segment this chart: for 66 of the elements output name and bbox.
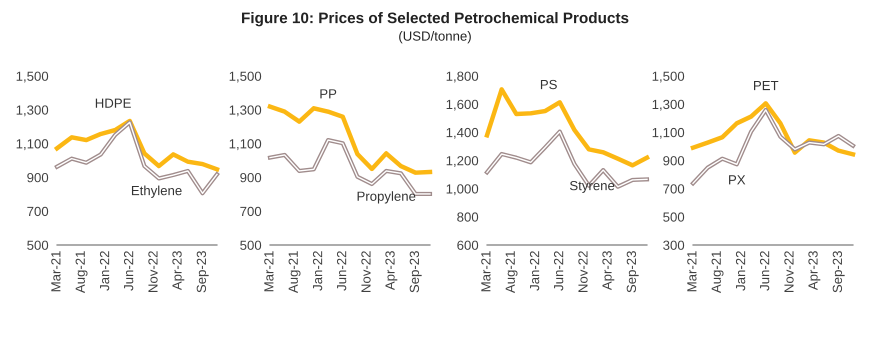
series-label: PX bbox=[729, 175, 746, 184]
series-label: Styrene bbox=[570, 180, 614, 193]
x-tick-label: Sep-23 bbox=[410, 251, 422, 292]
x-tick-label: Jan-22 bbox=[736, 251, 746, 291]
series-label: Ethylene bbox=[132, 186, 182, 198]
x-tick-label: Jun-22 bbox=[336, 251, 346, 291]
y-tick-label: 1,200 bbox=[446, 156, 478, 167]
x-tick-label: Apr-23 bbox=[172, 251, 184, 290]
x-tick-label: Jun-22 bbox=[124, 251, 134, 291]
x-tick-label: Nov-22 bbox=[578, 251, 588, 292]
y-tick-label: 600 bbox=[457, 240, 478, 250]
y-tick-label: 700 bbox=[240, 206, 262, 216]
y-tick-label: 800 bbox=[457, 212, 478, 222]
x-tick-label: Nov-22 bbox=[148, 251, 158, 292]
y-tick-label: 1,100 bbox=[16, 139, 48, 150]
y-tick-label: 1,500 bbox=[652, 72, 684, 82]
x-tick-label: Mar-21 bbox=[687, 251, 697, 292]
y-tick-label: 1,300 bbox=[230, 105, 262, 116]
x-tick-label: Nov-22 bbox=[784, 251, 794, 292]
y-tick-label: 900 bbox=[663, 156, 684, 166]
y-tick-label: 1,100 bbox=[652, 128, 684, 139]
x-tick-label: Aug-21 bbox=[712, 251, 724, 294]
y-tick-label: 1,600 bbox=[446, 100, 478, 111]
x-tick-label: Jan-22 bbox=[100, 251, 110, 291]
y-tick-label: 700 bbox=[663, 184, 684, 194]
x-tick-label: Sep-23 bbox=[196, 251, 209, 292]
x-tick-label: Aug-21 bbox=[288, 251, 301, 294]
y-tick-label: 1,500 bbox=[230, 72, 262, 82]
y-tick-label: 500 bbox=[663, 212, 684, 222]
x-tick-label: Jan-22 bbox=[530, 251, 540, 291]
x-tick-label: Jun-22 bbox=[554, 251, 564, 291]
y-tick-label: 500 bbox=[27, 240, 48, 250]
series-label: PET bbox=[754, 80, 778, 90]
x-tick-label: Mar-21 bbox=[51, 251, 61, 292]
x-tick-label: Jun-22 bbox=[760, 251, 770, 291]
y-tick-label: 1,000 bbox=[446, 184, 478, 196]
x-tick-label: Nov-22 bbox=[361, 251, 371, 292]
y-tick-label: 1,400 bbox=[446, 128, 478, 139]
line-series bbox=[690, 108, 856, 186]
y-tick-label: 1,300 bbox=[16, 105, 48, 116]
x-tick-label: Apr-23 bbox=[808, 251, 820, 290]
series-label: HDPE bbox=[96, 98, 131, 108]
y-tick-label: 900 bbox=[27, 172, 48, 182]
text: (USD/tonne) bbox=[399, 31, 471, 44]
x-tick-label: Sep-23 bbox=[832, 251, 845, 292]
series-label: PS bbox=[540, 80, 557, 90]
x-tick-label: Sep-23 bbox=[626, 251, 639, 292]
y-tick-label: 1,500 bbox=[16, 72, 48, 82]
x-tick-label: Mar-21 bbox=[264, 251, 274, 292]
x-tick-label: Aug-21 bbox=[506, 251, 518, 294]
y-tick-label: 500 bbox=[240, 240, 262, 250]
x-tick-label: Apr-23 bbox=[602, 251, 614, 290]
y-tick-label: 900 bbox=[240, 172, 262, 182]
line-series bbox=[268, 104, 432, 175]
text: Figure 10: Prices of Selected Petrochemical Products bbox=[242, 12, 628, 26]
y-tick-label: 700 bbox=[27, 206, 48, 216]
x-tick-label: Jan-22 bbox=[312, 251, 322, 291]
x-tick-label: Apr-23 bbox=[385, 251, 398, 290]
x-tick-label: Aug-21 bbox=[76, 251, 88, 294]
x-tick-label: Mar-21 bbox=[481, 251, 491, 292]
series-label: PP bbox=[320, 89, 336, 98]
y-tick-label: 1,100 bbox=[230, 139, 262, 150]
series-label: Propylene bbox=[358, 191, 416, 204]
y-tick-label: 1,800 bbox=[446, 72, 478, 82]
y-tick-label: 300 bbox=[663, 240, 684, 250]
y-tick-label: 1,300 bbox=[652, 100, 684, 111]
